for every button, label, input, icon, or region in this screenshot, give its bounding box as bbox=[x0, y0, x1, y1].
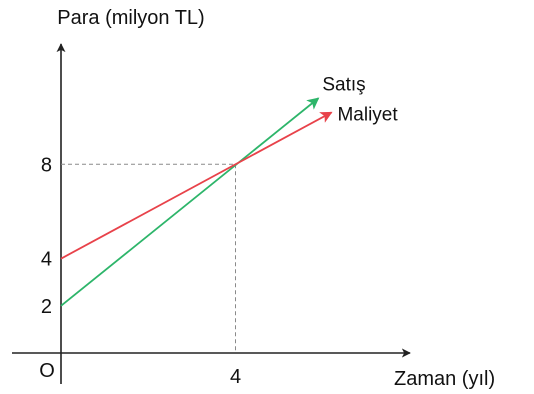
series-label-maliyet: Maliyet bbox=[337, 104, 398, 125]
x-axis-label: Zaman (yıl) bbox=[394, 368, 495, 390]
origin-label: O bbox=[39, 360, 55, 382]
y-tick-label-8: 8 bbox=[41, 154, 52, 176]
series-line-maliyet bbox=[60, 111, 333, 260]
series-label-satis: Satış bbox=[322, 74, 365, 95]
x-tick-label-4: 4 bbox=[230, 366, 241, 388]
y-tick-label-2: 2 bbox=[41, 296, 52, 318]
y-tick-label-4: 4 bbox=[41, 249, 52, 271]
series-line-satis bbox=[60, 97, 320, 307]
y-axis-label: Para (milyon TL) bbox=[57, 7, 204, 29]
